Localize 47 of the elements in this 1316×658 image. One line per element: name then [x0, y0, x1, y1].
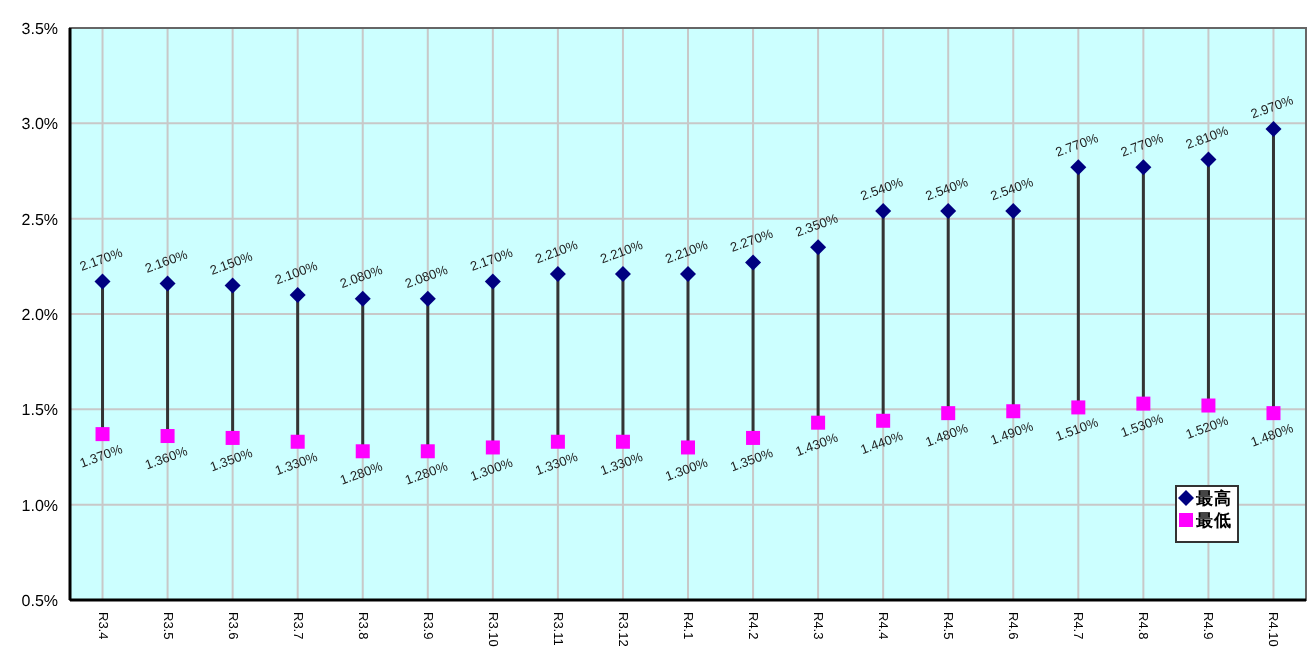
point	[810, 239, 827, 256]
point	[876, 413, 891, 428]
point	[95, 427, 110, 442]
point	[680, 265, 696, 282]
y-tick-label: 2.0%	[21, 306, 58, 324]
point	[615, 434, 630, 449]
point	[290, 434, 305, 449]
point	[94, 273, 111, 290]
point	[160, 429, 175, 444]
point	[1071, 400, 1086, 415]
y-tick-label: 1.0%	[21, 496, 58, 515]
point	[1266, 406, 1281, 421]
point	[355, 444, 370, 459]
point	[875, 203, 892, 220]
point	[549, 265, 566, 282]
y-tick-label: 2.5%	[21, 210, 58, 229]
point	[811, 415, 826, 430]
point	[159, 275, 176, 292]
point	[419, 290, 436, 307]
y-tick-label: 1.5%	[21, 401, 58, 420]
point	[1265, 121, 1282, 138]
point	[941, 406, 956, 421]
y-tick-label: 3.5%	[21, 20, 58, 38]
point	[224, 277, 241, 294]
point	[1201, 398, 1216, 413]
point	[1200, 151, 1217, 168]
point	[1070, 159, 1087, 176]
point	[484, 273, 501, 290]
point	[485, 440, 500, 455]
point	[1006, 404, 1021, 419]
point	[1135, 159, 1152, 176]
point	[354, 290, 371, 307]
point	[550, 434, 565, 449]
legend-label: 最高	[1194, 488, 1232, 508]
point	[614, 265, 631, 282]
point	[1005, 203, 1022, 220]
point	[940, 203, 957, 220]
point	[1136, 396, 1151, 411]
point	[746, 430, 761, 445]
legend-label: 最低	[1194, 510, 1232, 530]
y-tick-label: 3.0%	[21, 115, 58, 134]
point	[420, 444, 435, 459]
point	[289, 286, 306, 303]
point	[681, 440, 695, 455]
point	[225, 430, 240, 445]
point	[745, 254, 762, 271]
y-tick-label: 0.5%	[21, 592, 58, 610]
